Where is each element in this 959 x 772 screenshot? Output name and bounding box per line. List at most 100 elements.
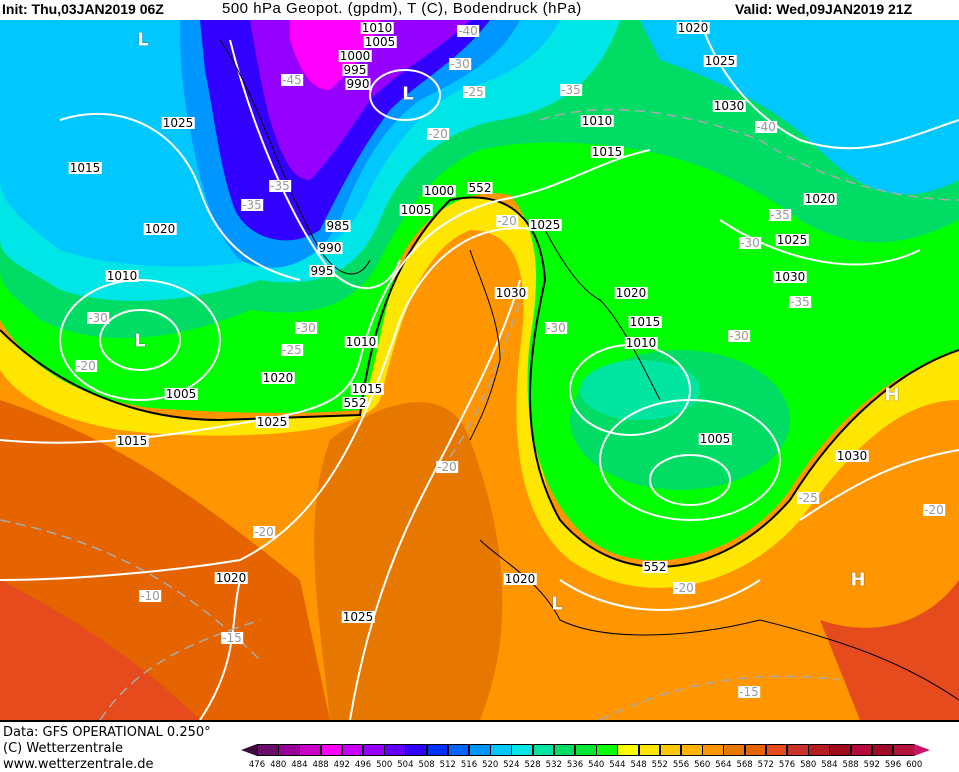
isobar-label: 1005 (698, 432, 732, 446)
isobar-label: 1020 (676, 21, 710, 35)
legend-swatch (829, 744, 852, 756)
map-footer: Data: GFS OPERATIONAL 0.250° (C) Wetterz… (0, 720, 959, 772)
legend-low-arrow (241, 744, 257, 756)
legend-tick-label: 536 (566, 760, 584, 770)
legend-swatch (384, 744, 406, 756)
legend-tick-label: 552 (651, 760, 668, 770)
legend-tick-label: 548 (630, 760, 647, 770)
isotherm-label: -25 (797, 491, 819, 505)
isobar-label: 1005 (164, 387, 198, 401)
isobar-label: 1015 (350, 382, 384, 396)
isobar-label: 990 (345, 77, 371, 91)
field-southeast (820, 580, 959, 720)
isobar-label: 1005 (363, 35, 397, 49)
legend-swatch (447, 744, 470, 756)
isotherm-label: -35 (789, 295, 811, 309)
legend-swatch (299, 744, 322, 756)
isobar-label: 1020 (503, 572, 537, 586)
isotherm-label: -30 (545, 321, 567, 335)
legend-tick-label: 520 (482, 760, 499, 770)
legend-swatch (341, 744, 364, 756)
valid-time: Valid: Wed,09JAN2019 21Z (735, 1, 913, 17)
legend-tick-label: 512 (439, 760, 456, 770)
isobar-label: 1020 (214, 571, 248, 585)
legend-tick-label: 592 (863, 760, 880, 770)
isobar-label: 990 (317, 241, 343, 255)
legend-swatch (850, 744, 873, 756)
field-trough-core (580, 360, 700, 420)
isotherm-label: -10 (139, 589, 161, 603)
contour-552 (0, 196, 959, 568)
isotherm-label: -40 (457, 24, 479, 38)
legend-swatch (511, 744, 534, 756)
weather-map: 1010 1005 1000 995 990 1025 1015 1020 1010 1005 10… (0, 20, 959, 720)
isobar-label: 1005 (399, 203, 433, 217)
legend-tick-label: 532 (545, 760, 562, 770)
pressure-center-marker: H (850, 569, 866, 591)
isobar-label: 1025 (528, 218, 562, 232)
init-time: Init: Thu,03JAN2019 06Z (2, 1, 164, 17)
isobar-label: 1020 (803, 192, 837, 206)
legend-tick-label: 488 (312, 760, 329, 770)
field-magenta (290, 20, 380, 90)
isotherm-label: -25 (281, 343, 303, 357)
legend-tick-label: 544 (609, 760, 626, 770)
isobar-label: 995 (309, 264, 335, 278)
isotherm-label: -25 (463, 85, 485, 99)
isobar-label: 1025 (255, 415, 289, 429)
isobar-label: 1020 (261, 371, 295, 385)
legend-swatch (490, 744, 512, 756)
legend-swatch (405, 744, 428, 756)
isobar-label: 1025 (341, 610, 375, 624)
isotherms (0, 108, 959, 720)
isotherm-label: -30 (449, 57, 471, 71)
legend-tick-label: 584 (821, 760, 838, 770)
isotherm-label: -35 (769, 208, 791, 222)
isotherm-label: -20 (923, 503, 945, 517)
isobar-label: 1015 (68, 161, 102, 175)
legend-tick-label: 528 (524, 760, 541, 770)
pressure-center-marker: L (551, 593, 563, 615)
legend-tick-label: 600 (906, 760, 923, 770)
isotherm-label: -20 (75, 359, 97, 373)
isobar-label: 1025 (775, 233, 809, 247)
isobar-label: 1025 (703, 54, 737, 68)
legend-tick-label: 556 (672, 760, 690, 770)
isotherm-label: -20 (253, 525, 275, 539)
isotherm-label: -30 (87, 311, 109, 325)
legend-tick-label: 480 (270, 760, 287, 770)
legend-tick-label: 524 (503, 760, 520, 770)
map-header: Init: Thu,03JAN2019 06Z 500 hPa Geopot. … (0, 0, 959, 20)
pressure-center-marker: L (137, 29, 149, 51)
website-link[interactable]: www.wetterzentrale.de (3, 757, 154, 772)
isobar-label: 1015 (590, 145, 624, 159)
pressure-center-marker: L (402, 83, 414, 105)
legend-swatch (681, 744, 703, 756)
field-ridge-core (314, 402, 503, 720)
isotherm-label: -20 (496, 214, 518, 228)
isobar-label: 1030 (773, 270, 807, 284)
legend-swatch (363, 744, 385, 756)
legend-tick-label: 504 (397, 760, 414, 770)
legend-swatch (744, 744, 767, 756)
legend-tick-label: 476 (248, 760, 266, 770)
geopotential-label: 552 (642, 560, 668, 574)
legend-swatch (320, 744, 343, 756)
isobar-label: 1015 (628, 315, 662, 329)
legend-swatch (765, 744, 788, 756)
isobar-label: 1015 (115, 434, 149, 448)
legend-swatch (553, 744, 576, 756)
legend-tick-label: 576 (778, 760, 796, 770)
isobar-label: 1010 (624, 336, 658, 350)
legend-tick-label: 508 (418, 760, 435, 770)
legend-swatch (617, 744, 640, 756)
isotherm-label: -20 (427, 127, 449, 141)
legend-tick-label: 496 (354, 760, 372, 770)
isobar-label: 1010 (580, 114, 614, 128)
geopotential-label: 552 (342, 396, 368, 410)
legend-tick-label: 568 (736, 760, 753, 770)
isobar-label: 1030 (494, 286, 528, 300)
isotherm-label: -15 (221, 631, 243, 645)
isobar-label: 1030 (712, 99, 746, 113)
legend-tick-label: 540 (588, 760, 605, 770)
